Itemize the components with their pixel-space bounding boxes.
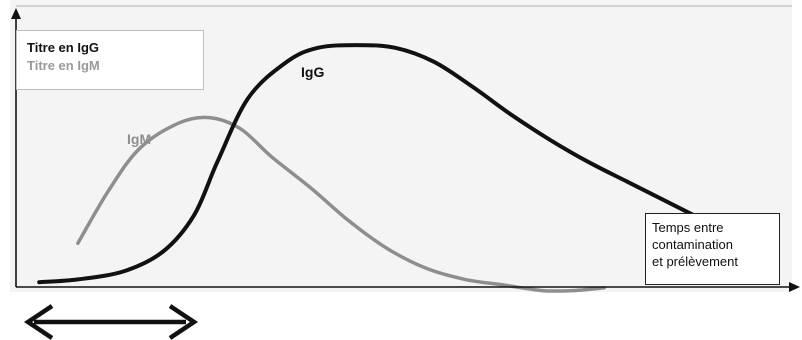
double-headed-arrow-icon [23,304,199,340]
series-layer [37,43,707,293]
series-line-igg [37,43,707,285]
series-label-igg: IgG [301,64,325,80]
x-axis-label-line-1: Temps entre [652,220,724,235]
x-axis-label-line-2: contamination [652,237,733,252]
y-axis-arrow-icon [11,8,21,19]
legend: Titre en IgG Titre en IgM [16,30,204,90]
series-line-igm [76,115,606,293]
x-axis-label: Temps entre contamination et prélèvement [645,213,780,285]
legend-item-igm: Titre en IgM [27,58,100,73]
x-axis-label-line-3: et prélèvement [652,254,738,269]
x-axis-arrow-icon [789,282,800,292]
series-label-igm: IgM [127,131,152,147]
legend-item-igg: Titre en IgG [27,40,99,55]
